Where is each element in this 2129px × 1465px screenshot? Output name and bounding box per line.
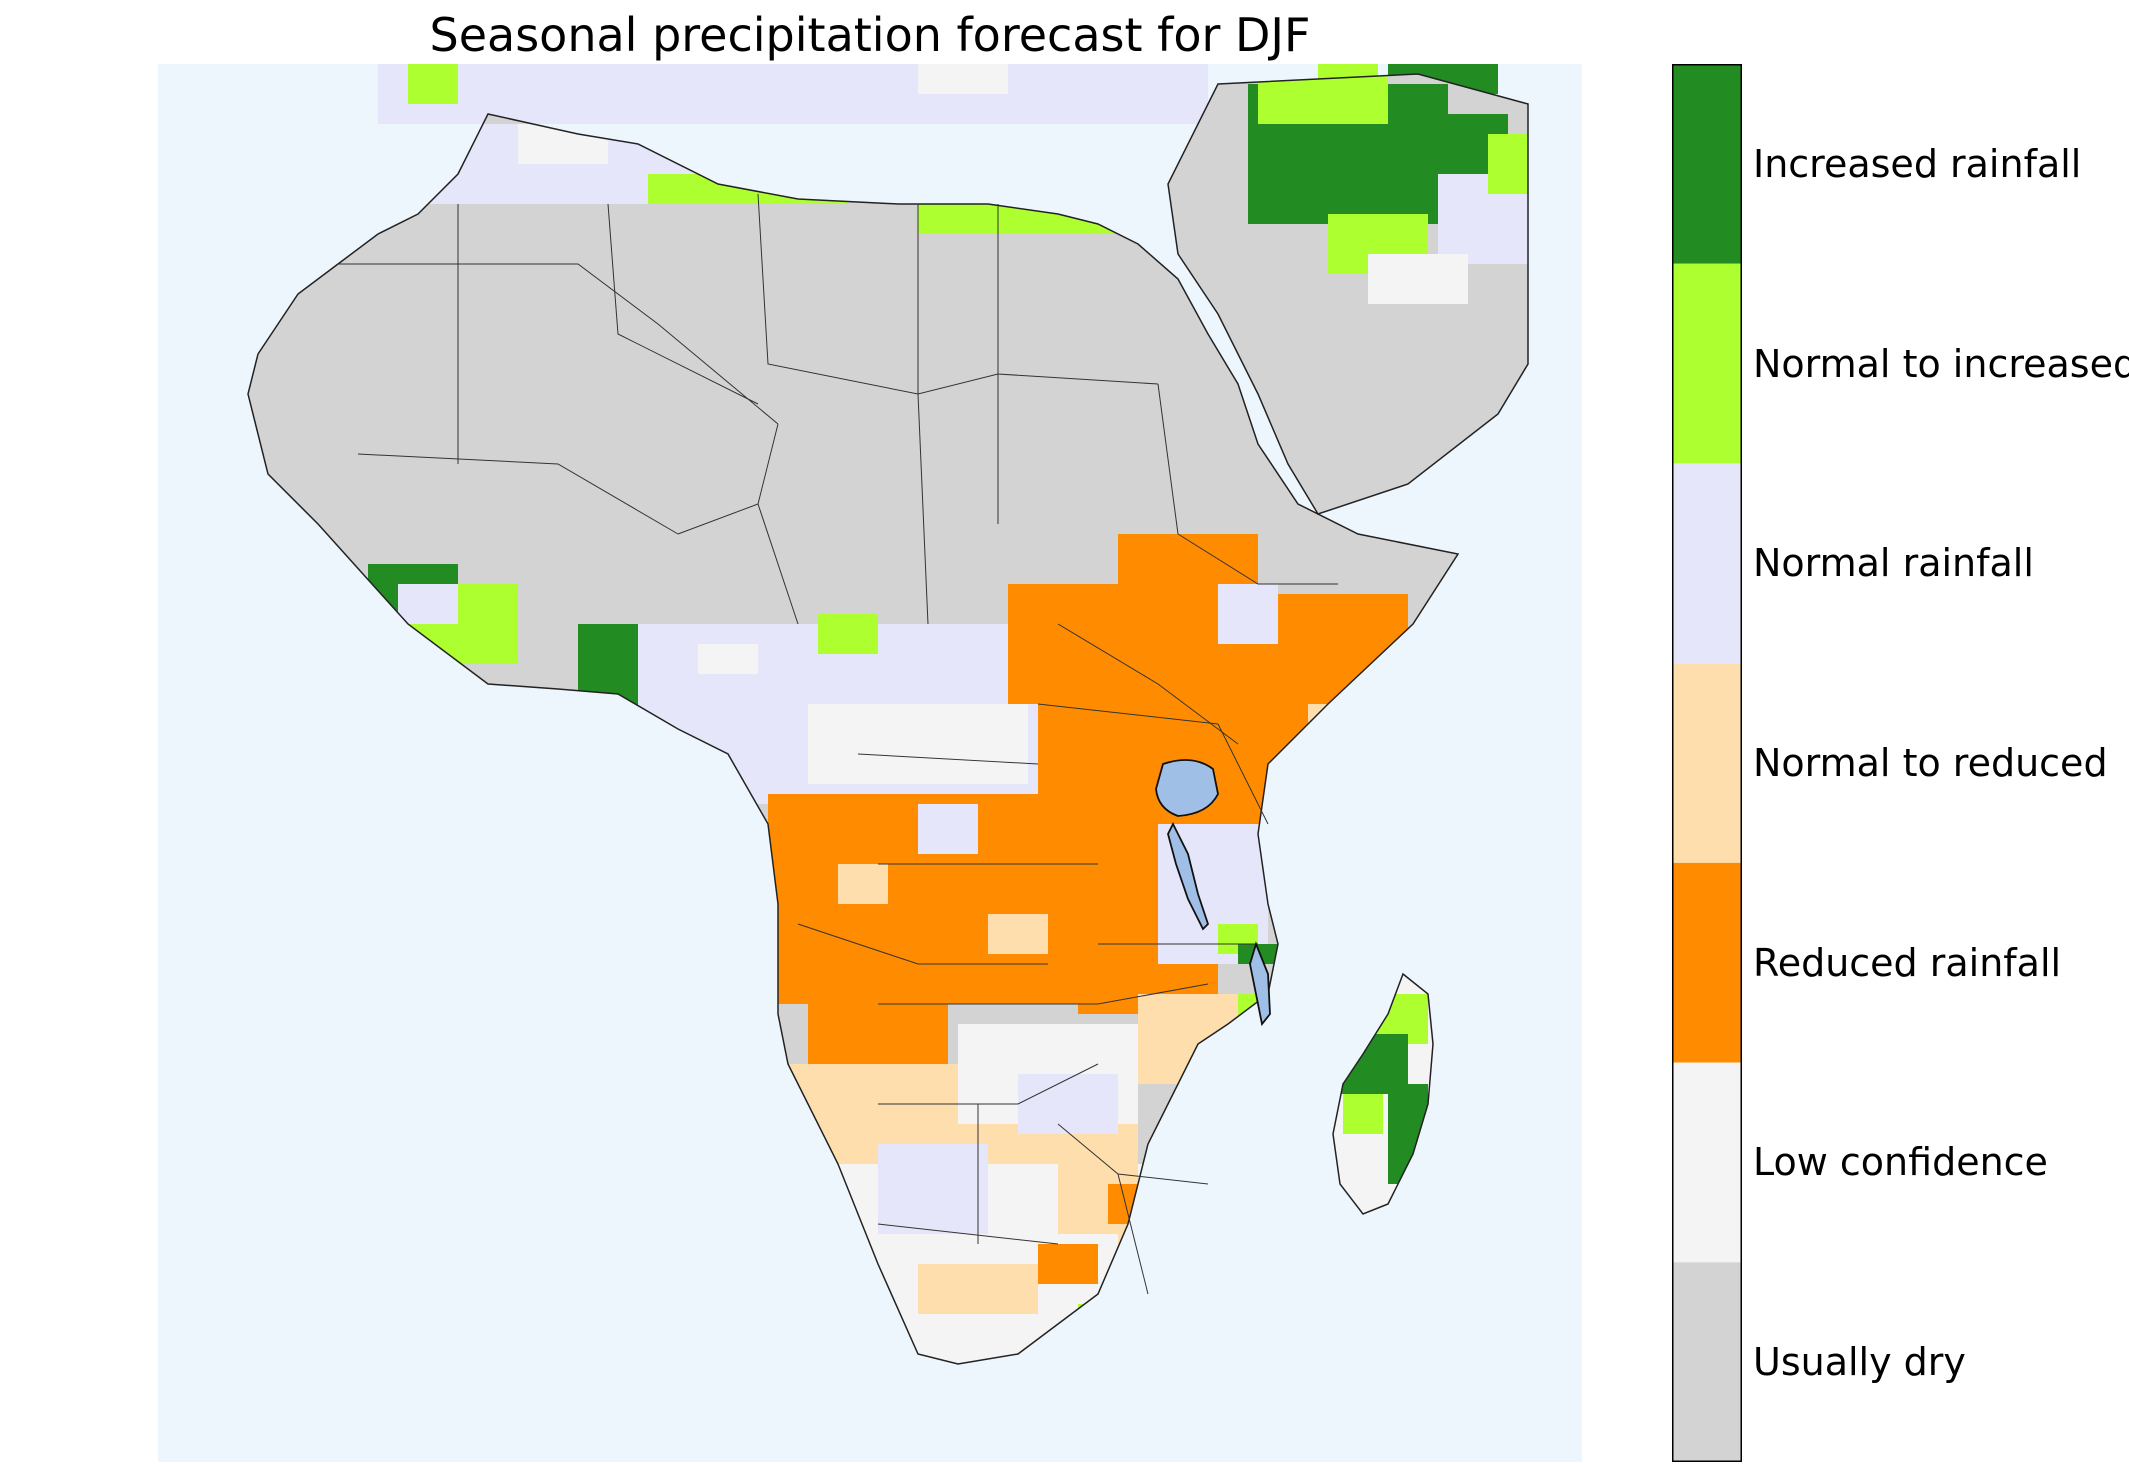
colorbar-label: Reduced rainfall bbox=[1753, 940, 2062, 985]
colorbar-swatch bbox=[1672, 663, 1742, 863]
colorbar-label: Normal to increased bbox=[1753, 341, 2129, 386]
africa-forecast-map bbox=[158, 64, 1582, 1462]
colorbar-swatch bbox=[1672, 1062, 1742, 1263]
colorbar-swatch bbox=[1672, 463, 1742, 664]
colorbar-label: Normal rainfall bbox=[1753, 541, 2034, 586]
colorbar-frame bbox=[1672, 64, 1742, 1462]
colorbar-label: Usually dry bbox=[1753, 1340, 1966, 1385]
colorbar-label: Increased rainfall bbox=[1753, 141, 2082, 186]
lake-malawi bbox=[1249, 941, 1271, 1027]
colorbar-label: Low confidence bbox=[1753, 1140, 2048, 1185]
colorbar-label: Normal to reduced bbox=[1753, 741, 2108, 785]
colorbar bbox=[1672, 64, 1742, 1462]
lake-tanganyika bbox=[1167, 821, 1210, 931]
colorbar-swatch bbox=[1672, 64, 1742, 264]
colorbar-swatch bbox=[1672, 862, 1742, 1063]
map-title: Seasonal precipitation forecast for DJF bbox=[429, 8, 1311, 62]
lakes bbox=[1155, 759, 1271, 1027]
country-borders bbox=[338, 193, 1338, 1295]
colorbar-swatch bbox=[1672, 263, 1742, 464]
lake-victoria bbox=[1155, 759, 1219, 817]
colorbar-swatch bbox=[1672, 1262, 1742, 1462]
